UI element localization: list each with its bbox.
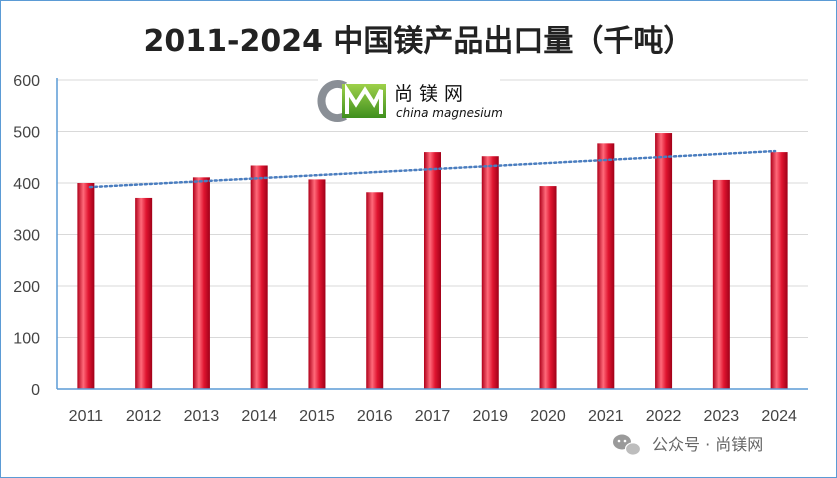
bar-2014 — [250, 165, 268, 389]
logo-name-en: china magnesium — [396, 106, 503, 120]
bar-2020 — [539, 186, 557, 389]
wechat-watermark: 公众号 · 尚镁网 — [613, 434, 763, 456]
y-tick-label: 500 — [13, 125, 40, 142]
x-tick-label: 2023 — [704, 408, 740, 425]
chart-title: 2011-2024 中国镁产品出口量（千吨） — [143, 24, 694, 59]
trendline — [88, 149, 777, 189]
bar-2011 — [77, 183, 95, 389]
bar-2024 — [770, 152, 788, 389]
bar-2022 — [655, 133, 673, 389]
x-tick-label: 2012 — [126, 408, 162, 425]
x-tick-label: 2020 — [530, 408, 566, 425]
trend-layer — [88, 149, 777, 189]
x-tick-label: 2015 — [299, 408, 335, 425]
x-tick-label: 2021 — [588, 408, 624, 425]
y-tick-label: 200 — [13, 279, 40, 296]
bar-2017 — [424, 152, 441, 389]
bar-2023 — [712, 179, 730, 389]
bar-2016 — [366, 192, 384, 389]
y-tick-label: 600 — [13, 73, 40, 90]
watermark-text: 公众号 · 尚镁网 — [652, 435, 763, 454]
logo-name-cn: 尚镁网 — [394, 83, 469, 105]
x-tick-label: 2014 — [241, 408, 277, 425]
bars-layer — [77, 133, 788, 389]
y-tick-label: 400 — [13, 176, 40, 193]
x-tick-label: 2022 — [646, 408, 682, 425]
china-magnesium-logo: 尚镁网 china magnesium — [317, 77, 503, 129]
axis-layer: 0 100 200 300 400 500 600 2011 2012 2013 2014 2015 2… — [13, 73, 808, 425]
x-tick-label: 2016 — [357, 408, 393, 425]
logo-c-icon — [317, 80, 347, 122]
x-tick-label: 2011 — [69, 408, 104, 425]
y-tick-label: 0 — [31, 382, 40, 399]
y-tick-label: 300 — [13, 228, 40, 245]
bar-2015 — [308, 179, 326, 389]
logo-m-icon — [345, 83, 383, 114]
bar-2013 — [192, 177, 210, 389]
bar-2019 — [481, 156, 499, 389]
bar-2012 — [135, 197, 153, 389]
x-tick-label: 2019 — [472, 408, 508, 425]
y-tick-label: 100 — [13, 331, 40, 348]
bar-2021 — [597, 143, 615, 389]
x-tick-label: 2013 — [184, 408, 220, 425]
x-tick-label: 2017 — [415, 408, 451, 425]
x-tick-label: 2024 — [761, 408, 797, 425]
